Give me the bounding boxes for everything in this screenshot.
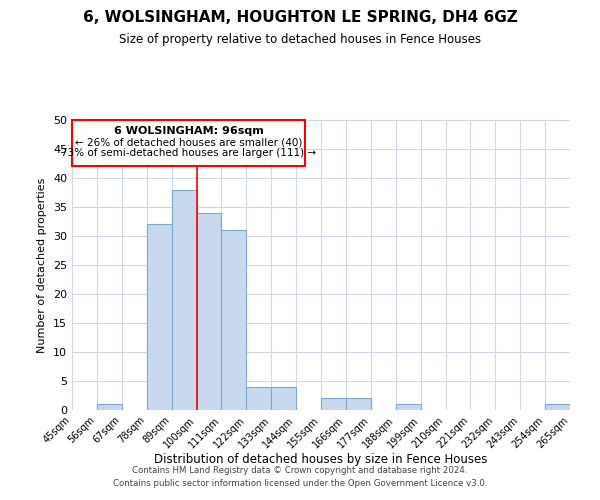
- Text: 6, WOLSINGHAM, HOUGHTON LE SPRING, DH4 6GZ: 6, WOLSINGHAM, HOUGHTON LE SPRING, DH4 6…: [83, 10, 517, 25]
- Bar: [346, 398, 371, 410]
- Bar: [197, 213, 221, 410]
- Text: Distribution of detached houses by size in Fence Houses: Distribution of detached houses by size …: [154, 452, 488, 466]
- Bar: [172, 190, 197, 410]
- Bar: [221, 230, 247, 410]
- Text: Size of property relative to detached houses in Fence Houses: Size of property relative to detached ho…: [119, 32, 481, 46]
- Y-axis label: Number of detached properties: Number of detached properties: [37, 178, 47, 352]
- Bar: [97, 404, 122, 410]
- Text: 6 WOLSINGHAM: 96sqm: 6 WOLSINGHAM: 96sqm: [114, 126, 263, 136]
- Text: ← 26% of detached houses are smaller (40): ← 26% of detached houses are smaller (40…: [75, 138, 302, 147]
- Bar: [545, 404, 570, 410]
- FancyBboxPatch shape: [72, 120, 305, 166]
- Bar: [271, 387, 296, 410]
- Bar: [321, 398, 346, 410]
- Text: 73% of semi-detached houses are larger (111) →: 73% of semi-detached houses are larger (…: [61, 148, 316, 158]
- Bar: [146, 224, 172, 410]
- Bar: [396, 404, 421, 410]
- Bar: [247, 387, 271, 410]
- Text: Contains HM Land Registry data © Crown copyright and database right 2024.
Contai: Contains HM Land Registry data © Crown c…: [113, 466, 487, 487]
